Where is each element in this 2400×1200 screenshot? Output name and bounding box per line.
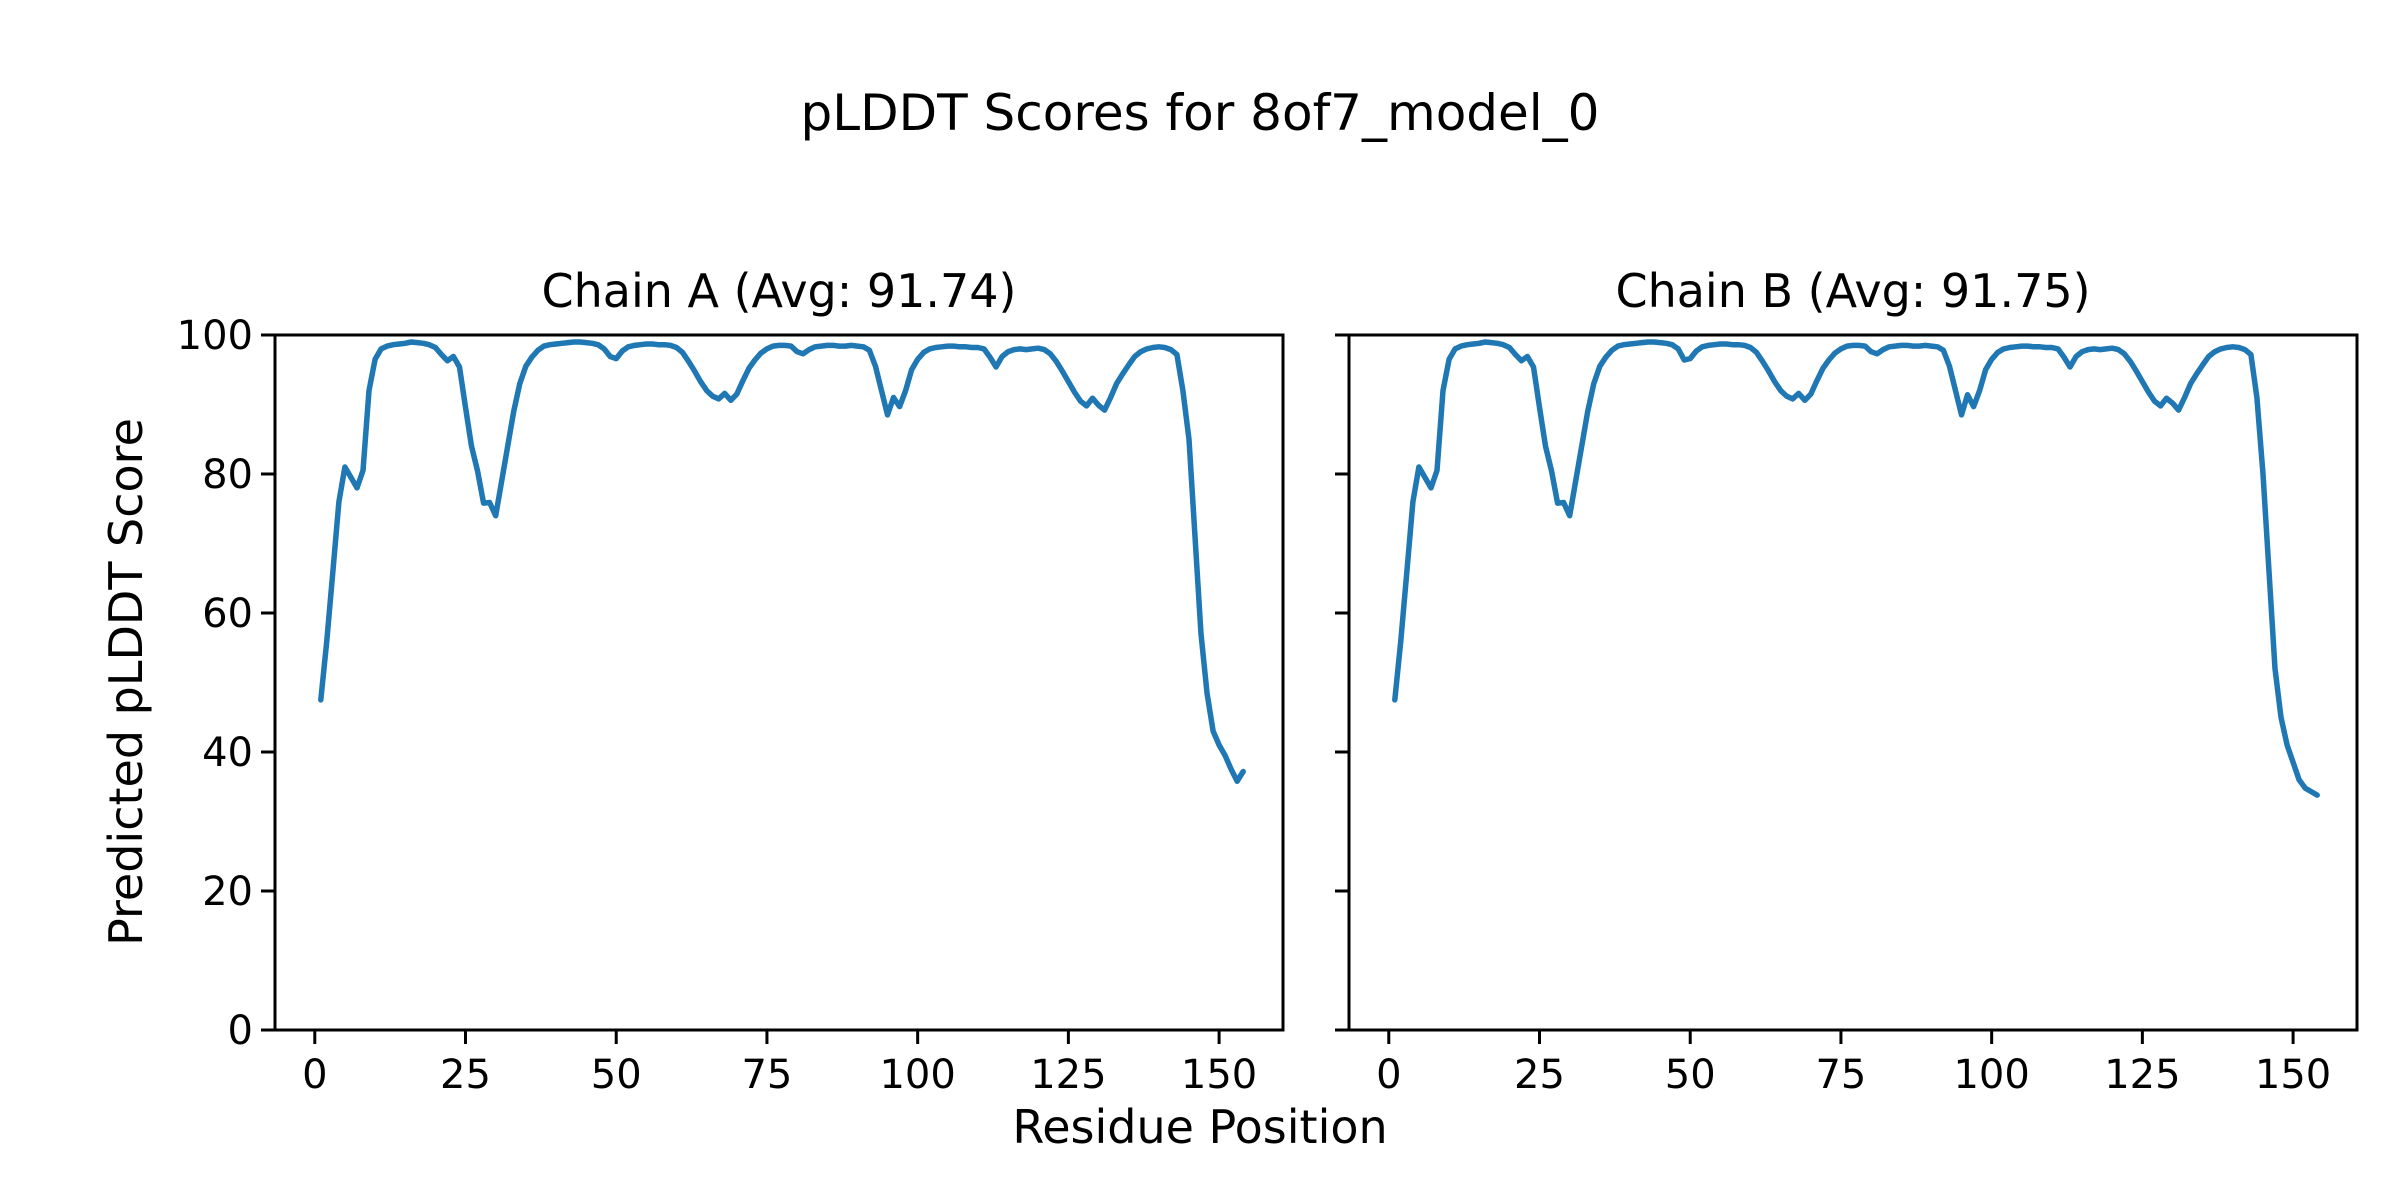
figure-title: pLDDT Scores for 8of7_model_0 [800, 84, 1600, 142]
axes-spines [273, 333, 1285, 1032]
x-tick-label: 0 [302, 1052, 327, 1098]
x-tick-label: 25 [1514, 1052, 1565, 1098]
x-tick-label: 125 [2104, 1052, 2180, 1098]
x-tick-label: 75 [741, 1052, 792, 1098]
x-tick-label: 125 [1030, 1052, 1106, 1098]
plddt-line-chain-a [318, 339, 1246, 784]
x-tick-label: 150 [1181, 1052, 1257, 1098]
y-tick-label: 40 [202, 730, 253, 776]
axes-spines [1347, 333, 2359, 1032]
x-tick-label: 0 [1376, 1052, 1401, 1098]
x-tick-label: 50 [591, 1052, 642, 1098]
subplot-chain-b: 0 25 50 75 100 125 150 [1335, 333, 2359, 1098]
x-tick-label: 100 [879, 1052, 955, 1098]
x-tick-label: 50 [1665, 1052, 1716, 1098]
y-tick-label: 80 [202, 452, 253, 498]
plddt-line-chain-b [1392, 339, 2320, 798]
x-tick-label: 75 [1815, 1052, 1866, 1098]
x-axis-label: Residue Position [1012, 1100, 1388, 1154]
y-tick-label: 0 [228, 1008, 253, 1054]
x-tick-label: 150 [2255, 1052, 2331, 1098]
subplot-b-title: Chain B (Avg: 91.75) [1615, 264, 2091, 318]
x-tick-label: 100 [1953, 1052, 2029, 1098]
y-tick-label: 100 [177, 313, 253, 359]
subplot-a-title: Chain A (Avg: 91.74) [541, 264, 1017, 318]
subplot-chain-a: 0 25 50 75 100 125 150 0 20 40 60 80 100 [177, 313, 1285, 1098]
x-tick-label: 25 [440, 1052, 491, 1098]
y-tick-label: 20 [202, 869, 253, 915]
y-tick-label: 60 [202, 591, 253, 637]
